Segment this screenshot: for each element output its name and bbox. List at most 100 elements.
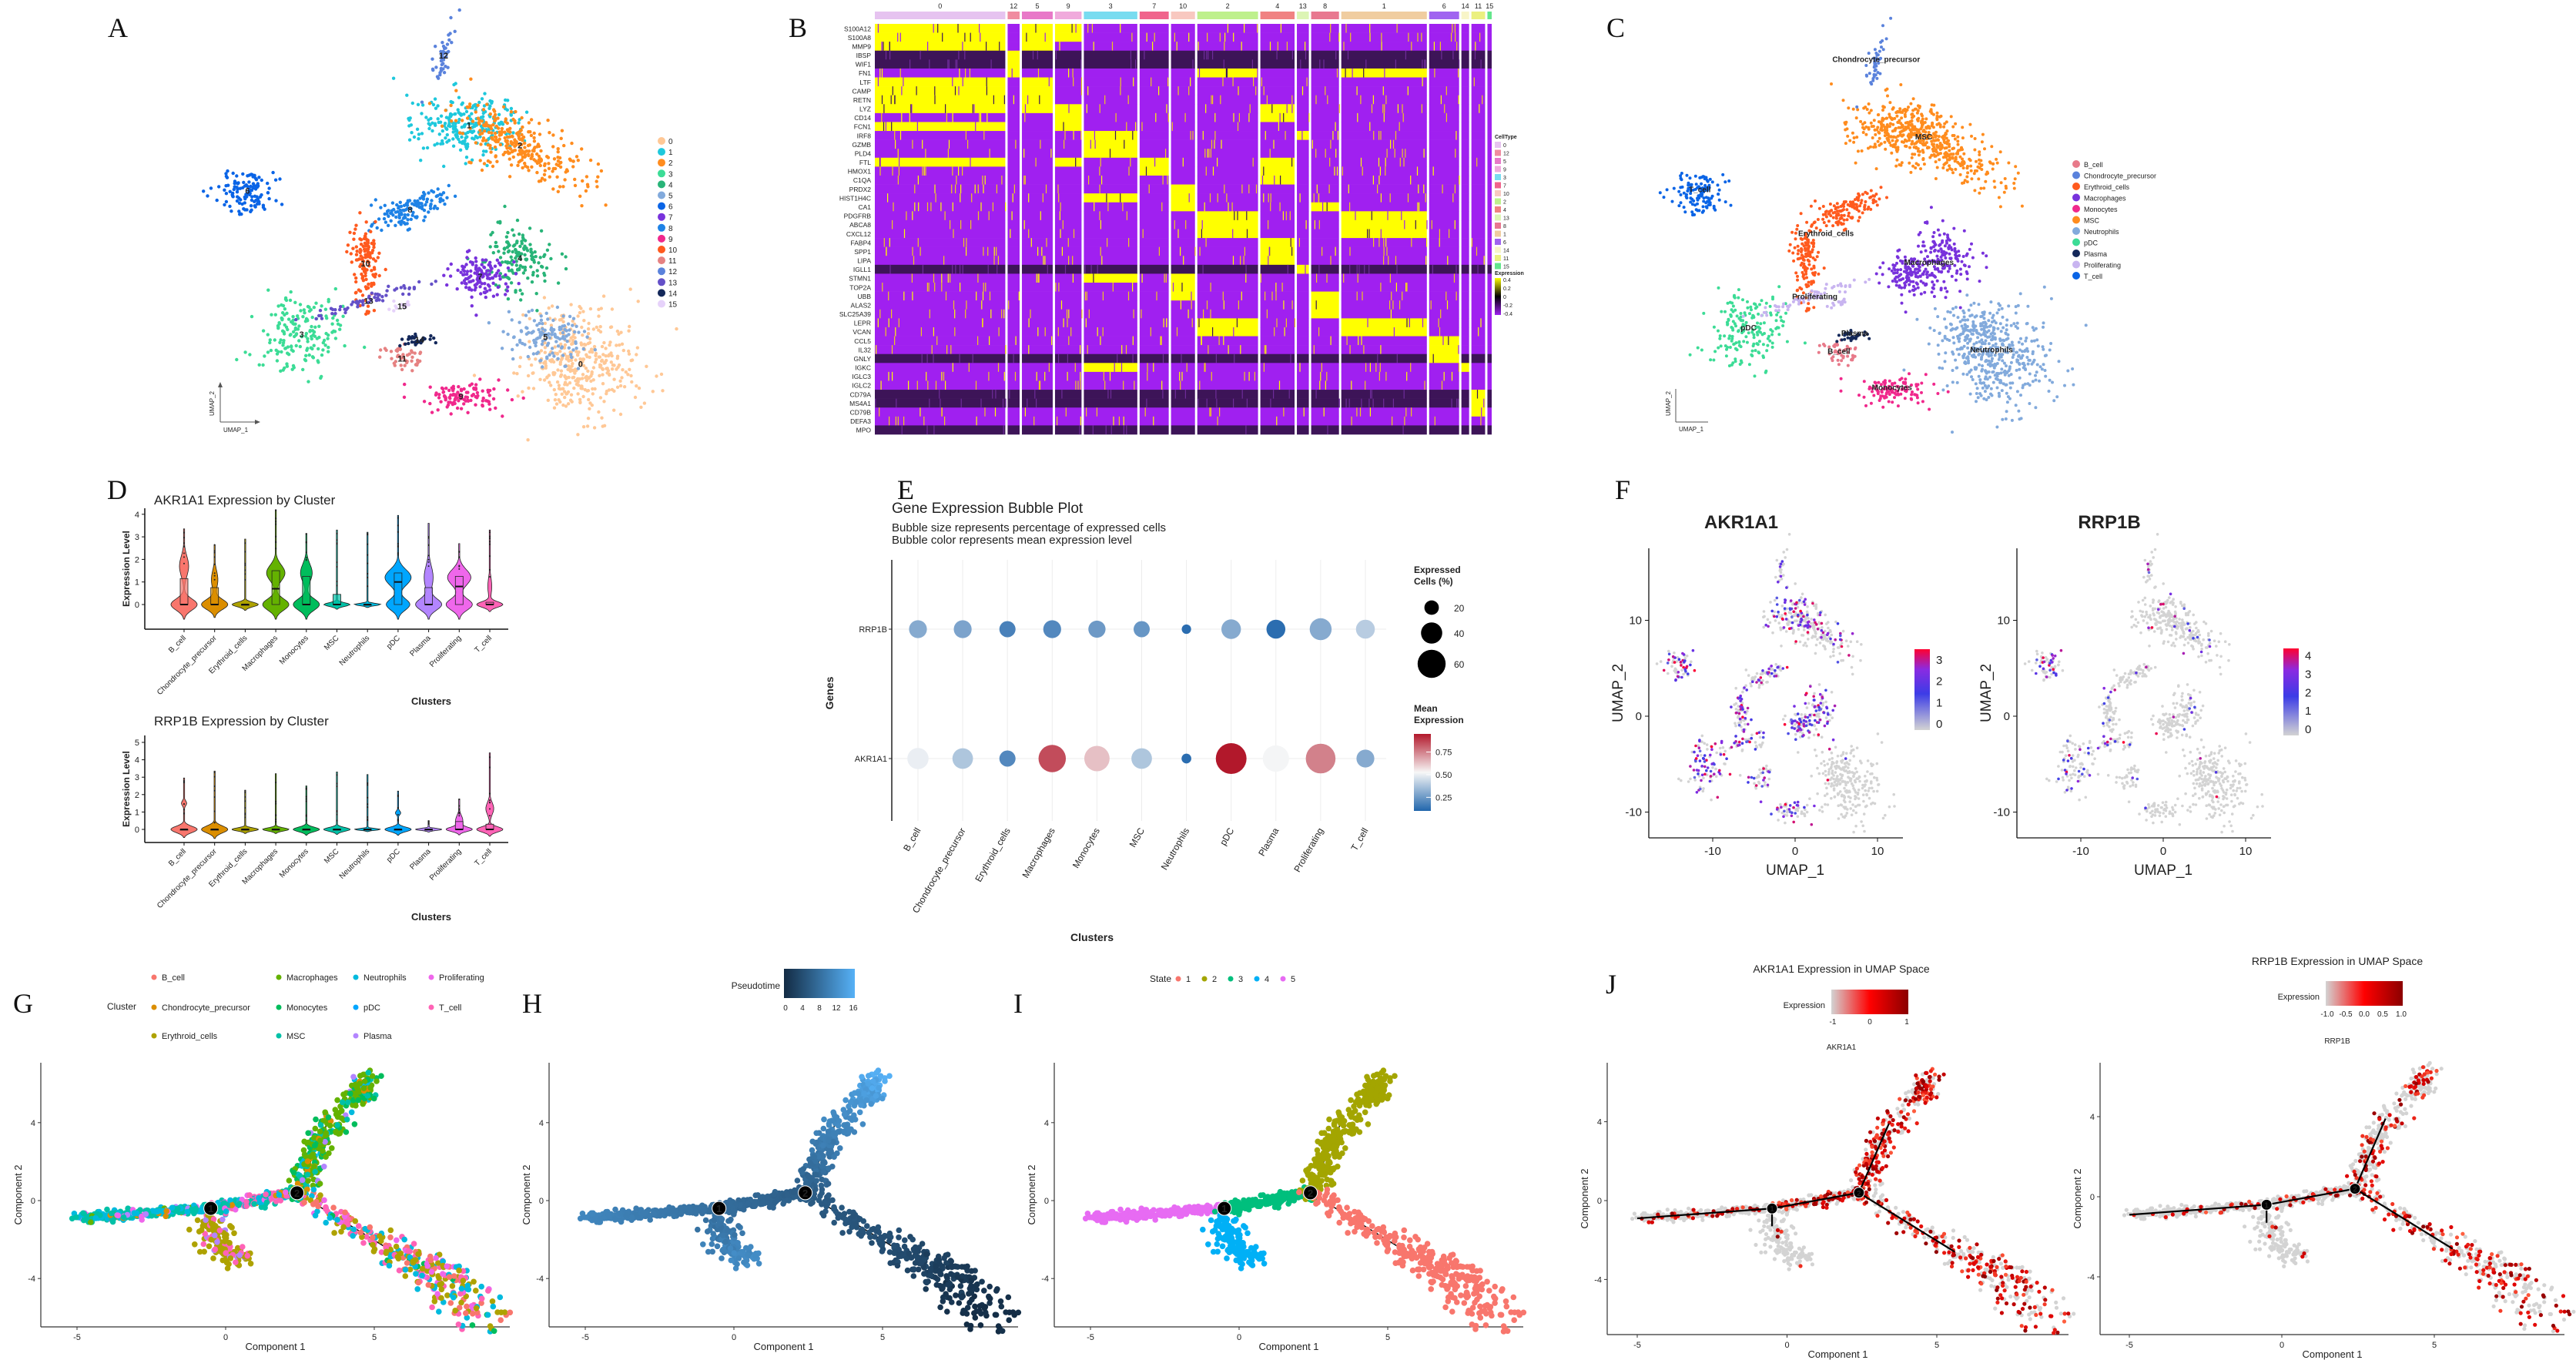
cell-point <box>486 276 490 280</box>
cell-point <box>2028 372 2032 376</box>
heatmap-cell <box>1260 211 1295 221</box>
cell-point <box>1884 147 1888 151</box>
cell-point <box>430 282 434 286</box>
cell-point <box>232 187 236 192</box>
cell-point <box>217 185 221 189</box>
heatmap-stripe <box>1338 104 1340 113</box>
cell-point <box>576 314 580 318</box>
cell-point <box>1901 123 1904 127</box>
cell-point <box>256 185 260 189</box>
cell-point <box>481 389 484 393</box>
heatmap-cell <box>1139 363 1169 373</box>
heatmap-cell <box>1197 131 1258 140</box>
heatmap-cell <box>1007 291 1020 301</box>
cell-point <box>1917 153 1921 157</box>
cell-point <box>508 126 512 130</box>
heatmap-stripe <box>960 184 962 194</box>
cell-point <box>553 398 558 402</box>
heatmap-stripe <box>1181 371 1183 381</box>
heatmap-stripe <box>1369 363 1371 372</box>
heatmap-cell <box>1487 68 1492 78</box>
cell-point <box>267 186 271 190</box>
cell-point <box>1872 119 1876 122</box>
heatmap-stripe <box>1238 112 1240 122</box>
cell-point <box>2042 347 2045 351</box>
heatmap-stripe <box>1086 407 1087 417</box>
cell-point <box>440 124 444 128</box>
heatmap-cell <box>875 104 1006 114</box>
cell-point <box>311 356 316 360</box>
heatmap-stripe <box>995 390 997 399</box>
heatmap-stripe <box>1135 59 1137 69</box>
heatmap-stripe <box>1391 291 1392 301</box>
cell-point <box>521 271 526 275</box>
heatmap-stripe <box>1198 68 1201 78</box>
cell-point <box>1989 300 1993 304</box>
heatmap-stripe <box>1298 238 1300 247</box>
cell-point <box>514 247 518 252</box>
cell-point <box>474 141 478 145</box>
heatmap-stripe <box>1423 149 1425 158</box>
heatmap-stripe <box>1396 353 1398 363</box>
heatmap-stripe <box>964 32 966 42</box>
gene-label: TOP2A <box>849 283 871 291</box>
cell-point <box>477 268 481 272</box>
heatmap-cell <box>1007 77 1020 87</box>
heatmap-stripe <box>1253 77 1255 87</box>
gene-label: FTL <box>859 159 871 166</box>
heatmap-stripe <box>1348 398 1350 408</box>
legend-swatch <box>658 137 665 145</box>
heatmap-stripe <box>1315 149 1317 158</box>
cell-point <box>1989 332 1993 336</box>
cell-point <box>472 373 477 377</box>
heatmap-stripe <box>993 246 995 256</box>
cell-point <box>555 352 559 356</box>
cell-point <box>460 281 464 285</box>
heatmap-cell <box>1054 273 1082 283</box>
heatmap-cell <box>1311 59 1339 69</box>
cell-point <box>1995 311 1999 315</box>
cell-point <box>297 339 301 343</box>
heatmap-stripe <box>1125 345 1127 354</box>
heatmap-cell <box>1171 407 1195 417</box>
heatmap-stripe <box>1217 157 1218 167</box>
heatmap-stripe <box>1265 131 1266 140</box>
heatmap-stripe <box>1107 202 1109 212</box>
cell-point <box>224 192 229 196</box>
heatmap-cell <box>1341 95 1427 105</box>
heatmap-stripe <box>952 264 953 274</box>
cell-point <box>354 253 359 256</box>
cell-point <box>630 358 635 362</box>
heatmap-stripe <box>1286 42 1288 51</box>
heatmap-cell <box>1429 149 1459 159</box>
cell-point <box>2016 327 2019 330</box>
cell-point <box>1980 140 1984 144</box>
cell-point <box>598 325 602 329</box>
cell-point <box>354 276 358 280</box>
heatmap-stripe <box>1035 157 1037 167</box>
cell-point <box>517 136 521 140</box>
cell-point <box>2044 374 2048 378</box>
cell-point <box>462 265 467 269</box>
cluster-bar <box>1054 12 1082 19</box>
heatmap-stripe <box>1271 291 1273 301</box>
heatmap-cell <box>1461 219 1469 229</box>
heatmap-cell <box>1139 193 1169 203</box>
heatmap-stripe <box>1383 246 1385 256</box>
cell-point <box>545 355 549 359</box>
heatmap-stripe <box>1432 353 1434 363</box>
cell-point <box>534 292 538 296</box>
heatmap-stripe <box>1263 193 1265 203</box>
heatmap-cell <box>1297 211 1309 221</box>
heatmap-cell <box>1054 77 1082 87</box>
cell-point <box>464 162 467 166</box>
heatmap-stripe <box>899 131 902 140</box>
cell-point <box>521 125 524 129</box>
cell-point <box>566 322 571 326</box>
cell-point <box>1924 126 1928 129</box>
heatmap-cell <box>1021 300 1053 310</box>
heatmap-stripe <box>1271 104 1273 113</box>
cell-point <box>1879 142 1883 146</box>
heatmap-stripe <box>1455 291 1457 301</box>
cell-point <box>435 206 440 210</box>
